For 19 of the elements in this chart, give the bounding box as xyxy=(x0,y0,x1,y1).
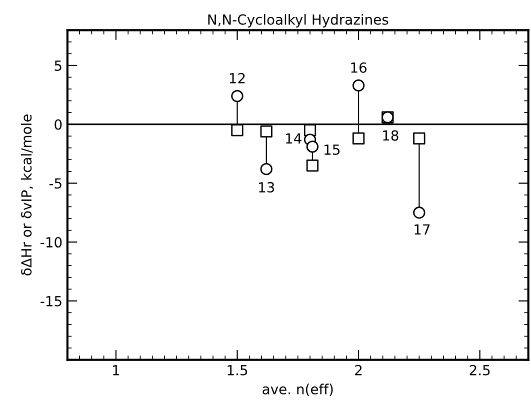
y-axis-title: δΔHr or δvIP, kcal/mole xyxy=(20,114,34,276)
annotation: 18 xyxy=(383,130,398,141)
y-tick-label: 0 xyxy=(54,119,62,130)
y-tick-label: -5 xyxy=(49,178,62,189)
x-tick-label: 1 xyxy=(113,365,120,376)
annotation: 15 xyxy=(324,144,340,155)
annotation: 14 xyxy=(286,133,302,144)
x-tick-label: 2 xyxy=(355,364,362,376)
x-tick-label: 1.5 xyxy=(228,365,248,376)
y-tick-label: -10 xyxy=(40,237,62,248)
y-tick-label: 5 xyxy=(54,60,62,71)
x-tick-label: 2.5 xyxy=(470,364,490,376)
chart-title: N,N-Cycloalkyl Hydrazines xyxy=(208,14,388,28)
y-tick-label: -15 xyxy=(40,296,62,306)
annotation: 12 xyxy=(230,72,245,84)
x-axis-title: ave. n(eff) xyxy=(262,384,333,396)
annotation: 17 xyxy=(414,224,430,235)
annotation: 13 xyxy=(259,182,274,193)
annotation: 16 xyxy=(351,62,366,73)
